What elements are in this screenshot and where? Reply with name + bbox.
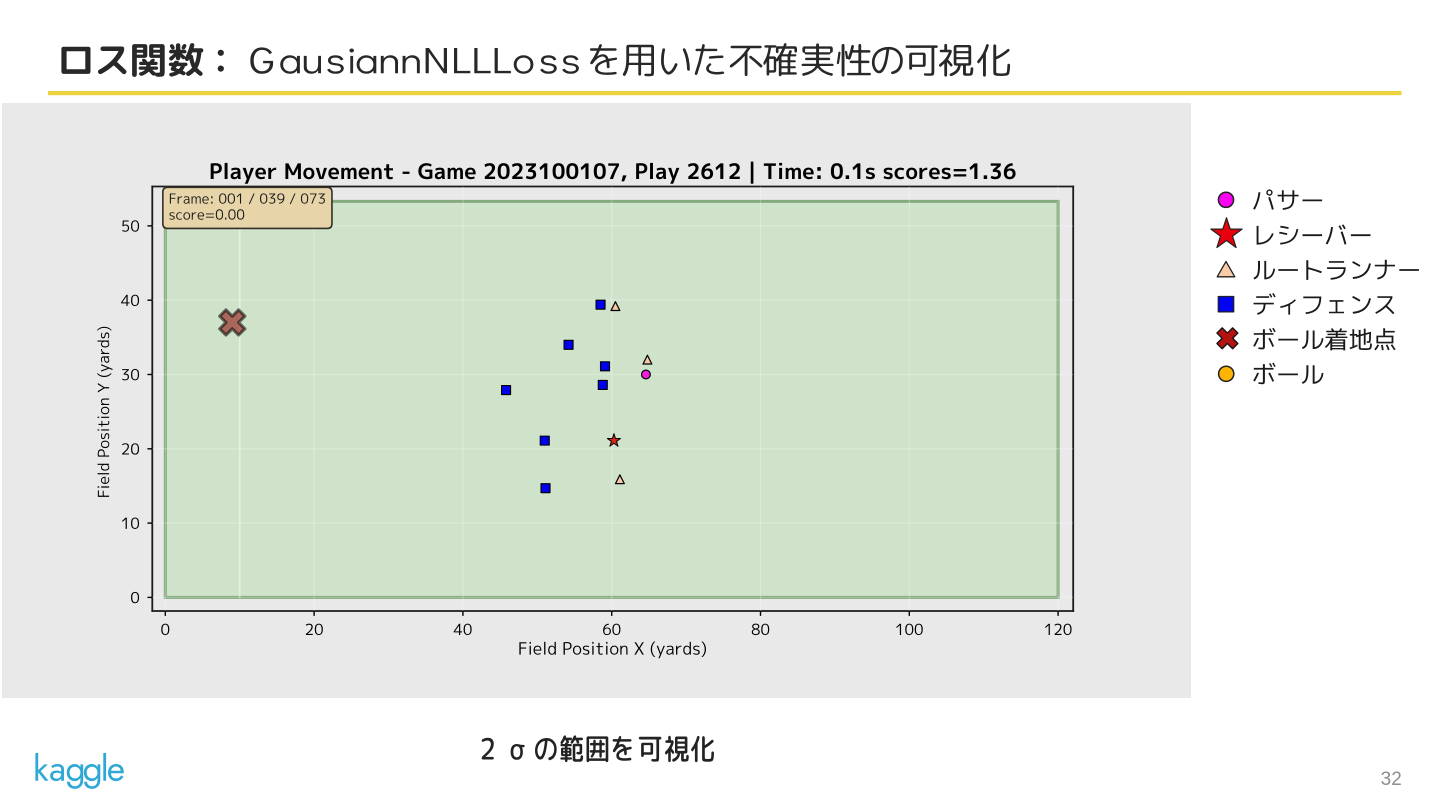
svg-text:32: 32	[1381, 769, 1402, 790]
